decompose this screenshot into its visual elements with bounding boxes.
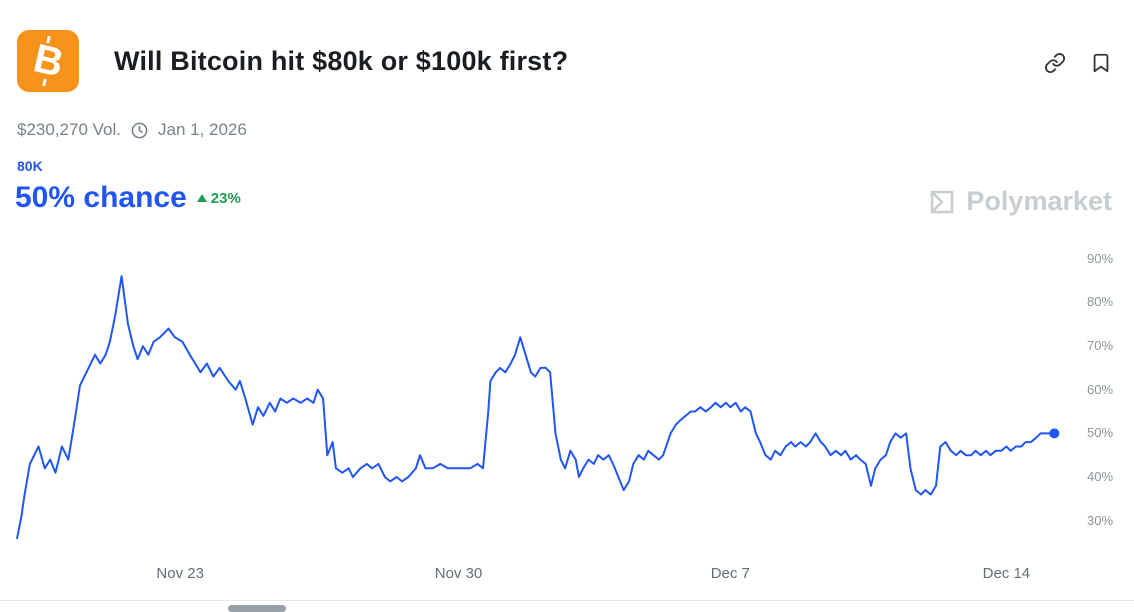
x-axis-label: Dec 7: [710, 565, 750, 582]
bookmark-button[interactable]: [1090, 52, 1112, 74]
clock-icon: [130, 121, 149, 140]
bitcoin-b-glyph: B: [28, 36, 68, 86]
x-axis: Nov 23 Nov 30 Dec 7 Dec 14: [15, 565, 1081, 587]
polymarket-watermark: Polymarket: [927, 186, 1112, 217]
market-title: Will Bitcoin hit $80k or $100k first?: [114, 46, 569, 76]
current-value-dot: [1049, 428, 1060, 439]
up-triangle-icon: [196, 194, 207, 202]
chance-text: 50% chance: [15, 181, 187, 214]
x-axis-label: Nov 23: [156, 565, 204, 582]
top-actions: [1044, 52, 1112, 74]
change-percent-text: 23%: [210, 189, 241, 207]
x-axis-label: Nov 30: [434, 565, 483, 582]
horizontal-scrollbar-thumb[interactable]: [228, 605, 286, 612]
probability-chart[interactable]: [15, 250, 1081, 560]
bitcoin-icon: B: [17, 30, 79, 92]
bookmark-icon: [1093, 53, 1109, 73]
probability-line: [16, 275, 1056, 540]
y-axis-label: 30%: [1087, 512, 1114, 528]
y-axis-label: 80%: [1087, 294, 1114, 310]
y-axis-label: 50%: [1087, 425, 1114, 441]
volume-text: $230,270 Vol.: [17, 120, 121, 139]
link-icon: [1044, 52, 1066, 74]
chart-svg: [16, 275, 1060, 540]
polymarket-logo-icon: [931, 190, 954, 213]
polymarket-brand-text: Polymarket: [966, 186, 1112, 216]
y-axis-label: 40%: [1087, 469, 1114, 484]
chance-row: 50% chance 23%: [15, 181, 241, 215]
x-axis-label: Dec 14: [982, 565, 1031, 582]
end-date-text: Jan 1, 2026: [157, 120, 247, 139]
market-meta: $230,270 Vol. Jan 1, 2026: [17, 120, 247, 140]
y-axis-label: 70%: [1087, 338, 1114, 354]
bottom-divider: [0, 600, 1134, 601]
change-indicator: 23%: [196, 189, 241, 207]
y-axis: 90% 80% 70% 60% 50% 40% 30%: [1087, 250, 1133, 560]
copy-link-button[interactable]: [1044, 52, 1066, 74]
y-axis-label: 60%: [1087, 381, 1114, 397]
outcome-label: 80K: [17, 158, 43, 174]
y-axis-label: 90%: [1087, 250, 1114, 266]
